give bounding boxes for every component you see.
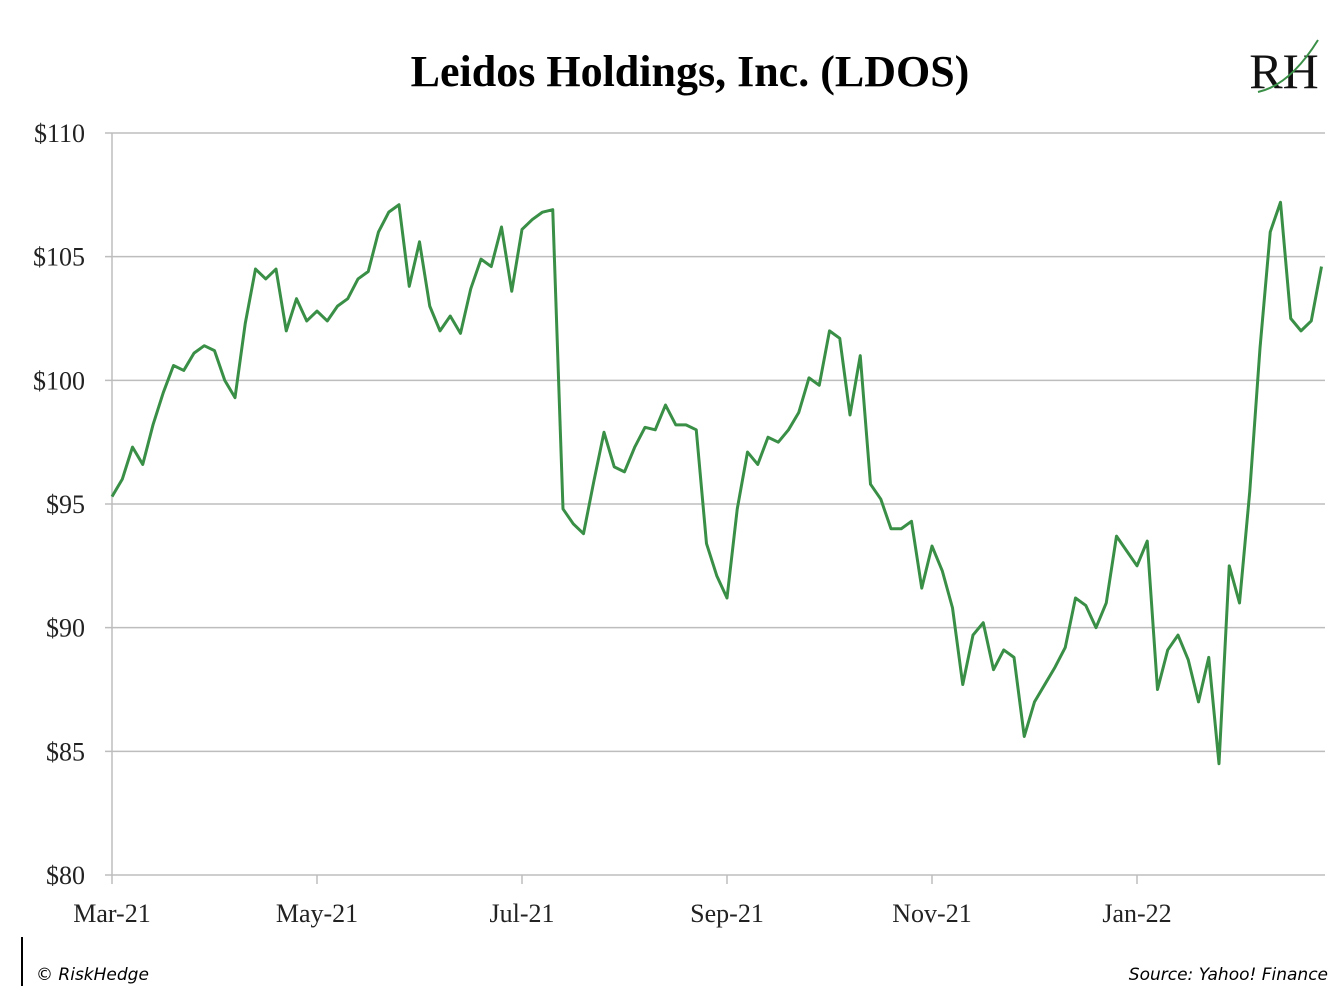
price-line bbox=[110, 200, 1323, 766]
x-tick-label: May-21 bbox=[276, 899, 358, 928]
y-tick-label: $80 bbox=[46, 861, 85, 890]
logo: RH bbox=[1249, 43, 1318, 99]
y-tick-label: $105 bbox=[33, 243, 85, 272]
x-tick-label: Nov-21 bbox=[892, 899, 971, 928]
logo-swoosh bbox=[1257, 39, 1319, 93]
y-tick-label: $85 bbox=[46, 737, 85, 766]
x-tick-label: Jul-21 bbox=[490, 899, 555, 928]
y-tick-label: $100 bbox=[33, 366, 85, 395]
x-tick-label: Mar-21 bbox=[73, 899, 150, 928]
chart-title: Leidos Holdings, Inc. (LDOS) bbox=[411, 47, 970, 96]
y-tick-label: $110 bbox=[34, 119, 85, 148]
y-tick-label: $95 bbox=[46, 490, 85, 519]
x-tick-label: Sep-21 bbox=[690, 899, 764, 928]
credit: © RiskHedge bbox=[36, 965, 149, 985]
x-tick-label: Jan-22 bbox=[1102, 899, 1171, 928]
source: Source: Yahoo! Finance bbox=[1129, 965, 1328, 985]
y-tick-label: $90 bbox=[46, 614, 85, 643]
